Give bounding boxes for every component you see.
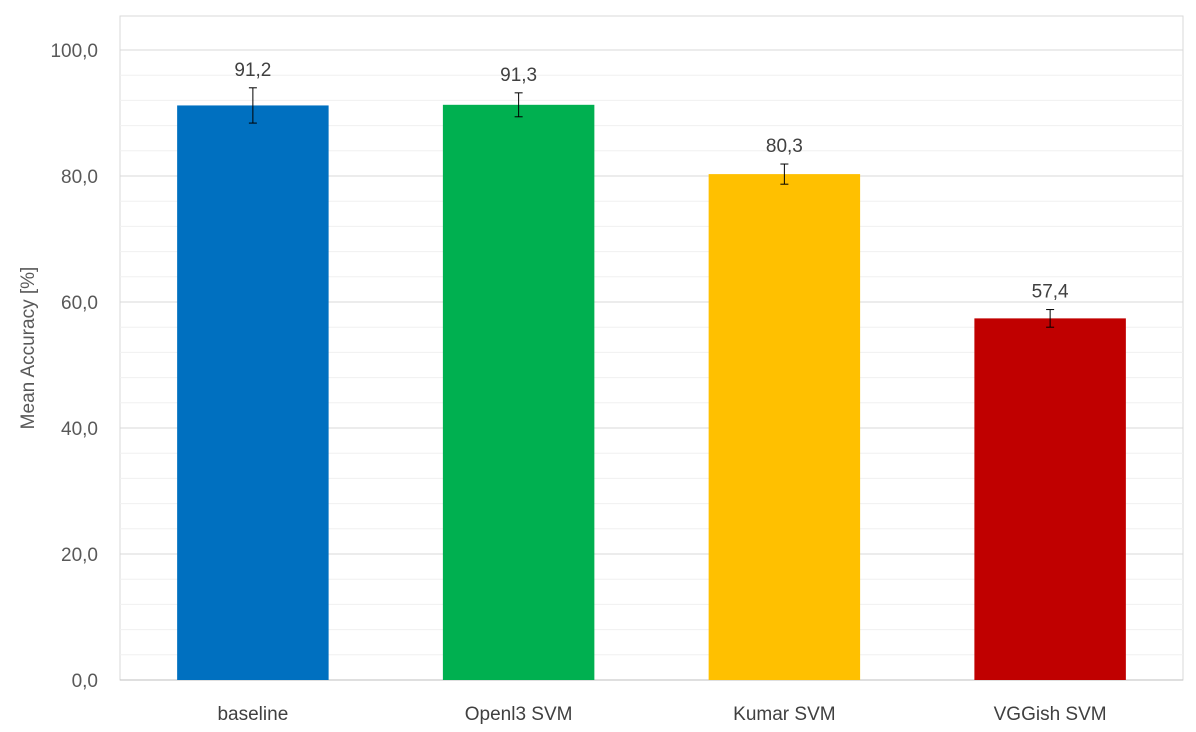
x-axis-category-labels: baseline Openl3 SVM Kumar SVM VGGish SVM bbox=[217, 704, 1106, 725]
x-category-label: Kumar SVM bbox=[733, 704, 835, 725]
bar-value-label: 91,2 bbox=[234, 60, 271, 81]
bar-value-label: 91,3 bbox=[500, 65, 537, 86]
bar bbox=[708, 174, 861, 681]
y-axis-title: Mean Accuracy [%] bbox=[18, 267, 39, 430]
y-tick-label: 0,0 bbox=[72, 671, 98, 692]
bar-value-label: 80,3 bbox=[766, 136, 803, 157]
y-tick-label: 40,0 bbox=[61, 419, 98, 440]
bar-value-label: 57,4 bbox=[1032, 282, 1069, 303]
bar bbox=[974, 318, 1126, 680]
bars bbox=[177, 104, 1126, 681]
y-axis-tick-labels: 0,0 20,0 40,0 60,0 80,0 100,0 bbox=[50, 41, 98, 692]
y-tick-label: 20,0 bbox=[61, 545, 98, 566]
bar bbox=[177, 105, 329, 680]
x-category-label: baseline bbox=[217, 704, 288, 725]
error-bars bbox=[248, 87, 1055, 328]
x-category-label: VGGish SVM bbox=[994, 704, 1107, 725]
x-category-label: Openl3 SVM bbox=[465, 704, 573, 725]
y-tick-label: 60,0 bbox=[61, 293, 98, 314]
data-labels: 91,2 91,3 80,3 57,4 bbox=[234, 60, 1069, 303]
y-tick-label: 80,0 bbox=[61, 167, 98, 188]
bar bbox=[442, 104, 595, 680]
y-tick-label: 100,0 bbox=[50, 41, 98, 62]
